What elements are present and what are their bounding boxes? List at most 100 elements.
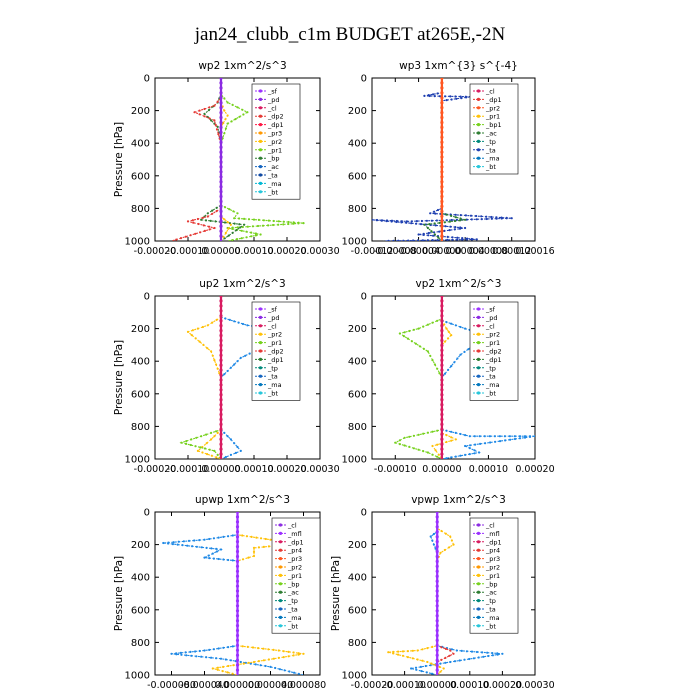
series-marker	[216, 668, 219, 671]
series-marker	[224, 231, 227, 234]
series-marker	[219, 224, 223, 228]
series-marker	[452, 543, 455, 546]
legend-marker	[476, 106, 481, 110]
series-marker	[440, 229, 444, 233]
series-marker	[219, 373, 223, 377]
series-marker	[523, 436, 527, 439]
series-marker	[426, 350, 429, 353]
series-marker	[481, 651, 484, 654]
series-marker	[226, 671, 229, 674]
series-marker	[443, 548, 446, 552]
series-marker	[198, 649, 201, 653]
x-tick-label: 0.00000	[201, 246, 240, 257]
series-marker	[440, 140, 444, 144]
series-marker	[449, 95, 452, 98]
series-marker	[211, 354, 214, 357]
legend-label: _pd	[267, 314, 280, 322]
legend-label: _cl	[267, 322, 277, 330]
series-marker	[224, 658, 227, 661]
series-marker	[219, 160, 223, 164]
series-marker	[235, 540, 240, 544]
legend-label: _ac	[485, 589, 497, 597]
series-marker	[219, 368, 223, 372]
series-marker	[179, 237, 183, 240]
series-marker	[440, 333, 444, 338]
x-tick-label: -0.00010	[374, 464, 417, 475]
series-marker	[528, 435, 532, 438]
series-marker	[440, 155, 444, 159]
series-marker	[283, 669, 286, 672]
series-marker	[235, 589, 240, 593]
series-marker	[423, 94, 426, 97]
series-marker	[435, 599, 439, 603]
series-marker	[407, 239, 410, 241]
series-marker	[440, 329, 444, 333]
y-tick-label: 600	[131, 389, 150, 400]
legend-marker	[258, 190, 263, 194]
series-marker	[219, 383, 223, 387]
series-marker	[443, 323, 446, 326]
series-marker	[282, 223, 285, 226]
series-marker	[432, 543, 435, 546]
series-marker	[414, 342, 417, 345]
legend-marker	[258, 139, 263, 143]
series-marker	[440, 81, 444, 85]
series-marker	[448, 654, 451, 657]
series-marker	[424, 664, 427, 668]
legend-label: _pr2	[287, 564, 302, 572]
series-marker	[445, 213, 448, 216]
series-marker	[451, 236, 454, 239]
series-marker	[282, 220, 285, 223]
series-marker	[204, 219, 208, 222]
series-marker	[201, 216, 204, 219]
series-marker	[435, 589, 439, 593]
series-marker	[397, 653, 400, 656]
legend-marker	[278, 607, 283, 611]
series-marker	[454, 431, 457, 434]
series-marker	[219, 452, 223, 456]
series-marker	[246, 324, 249, 327]
series-marker	[206, 215, 209, 218]
series-marker	[470, 238, 473, 241]
series-marker	[224, 127, 227, 130]
series-marker	[180, 653, 183, 656]
series-marker	[223, 373, 226, 376]
series-marker	[222, 646, 225, 649]
series-marker	[422, 432, 425, 435]
panel-4: upwp 1xm^2/s^3 Pressure [hPa] 0 200 400 600 80…	[113, 494, 326, 691]
series-marker	[235, 574, 240, 578]
series-marker	[211, 209, 214, 212]
series-marker	[205, 433, 208, 436]
series-marker	[252, 546, 256, 550]
series-marker	[440, 165, 444, 169]
series-marker	[454, 455, 457, 458]
series-marker	[408, 329, 411, 333]
series-marker	[440, 388, 444, 392]
y-tick-label: 400	[131, 139, 150, 150]
series-marker	[235, 584, 240, 588]
series-marker	[438, 95, 441, 98]
plot-frame	[154, 77, 321, 242]
series-marker	[238, 223, 241, 226]
series-marker	[207, 554, 210, 557]
series-marker	[415, 668, 418, 671]
series-marker	[436, 455, 439, 458]
series-marker	[440, 304, 444, 308]
plot-frame	[371, 295, 536, 460]
legend: _sf_pd_cl_pr2_pr1_dp2_dp1_tp_ta_ma_bt	[251, 301, 301, 401]
legend-marker	[476, 548, 481, 552]
series-marker	[431, 239, 434, 241]
series-marker	[438, 230, 441, 233]
series-marker	[435, 633, 439, 638]
legend-label: _ma	[267, 381, 282, 389]
series-marker	[272, 223, 275, 227]
series-marker	[231, 672, 234, 675]
series-marker	[435, 579, 439, 583]
series-marker	[239, 660, 242, 664]
series-marker	[430, 662, 433, 665]
series-marker	[429, 354, 432, 357]
y-tick-label: 800	[131, 204, 150, 215]
series-marker	[219, 155, 223, 159]
series-marker	[186, 220, 190, 223]
series-marker	[440, 190, 444, 194]
